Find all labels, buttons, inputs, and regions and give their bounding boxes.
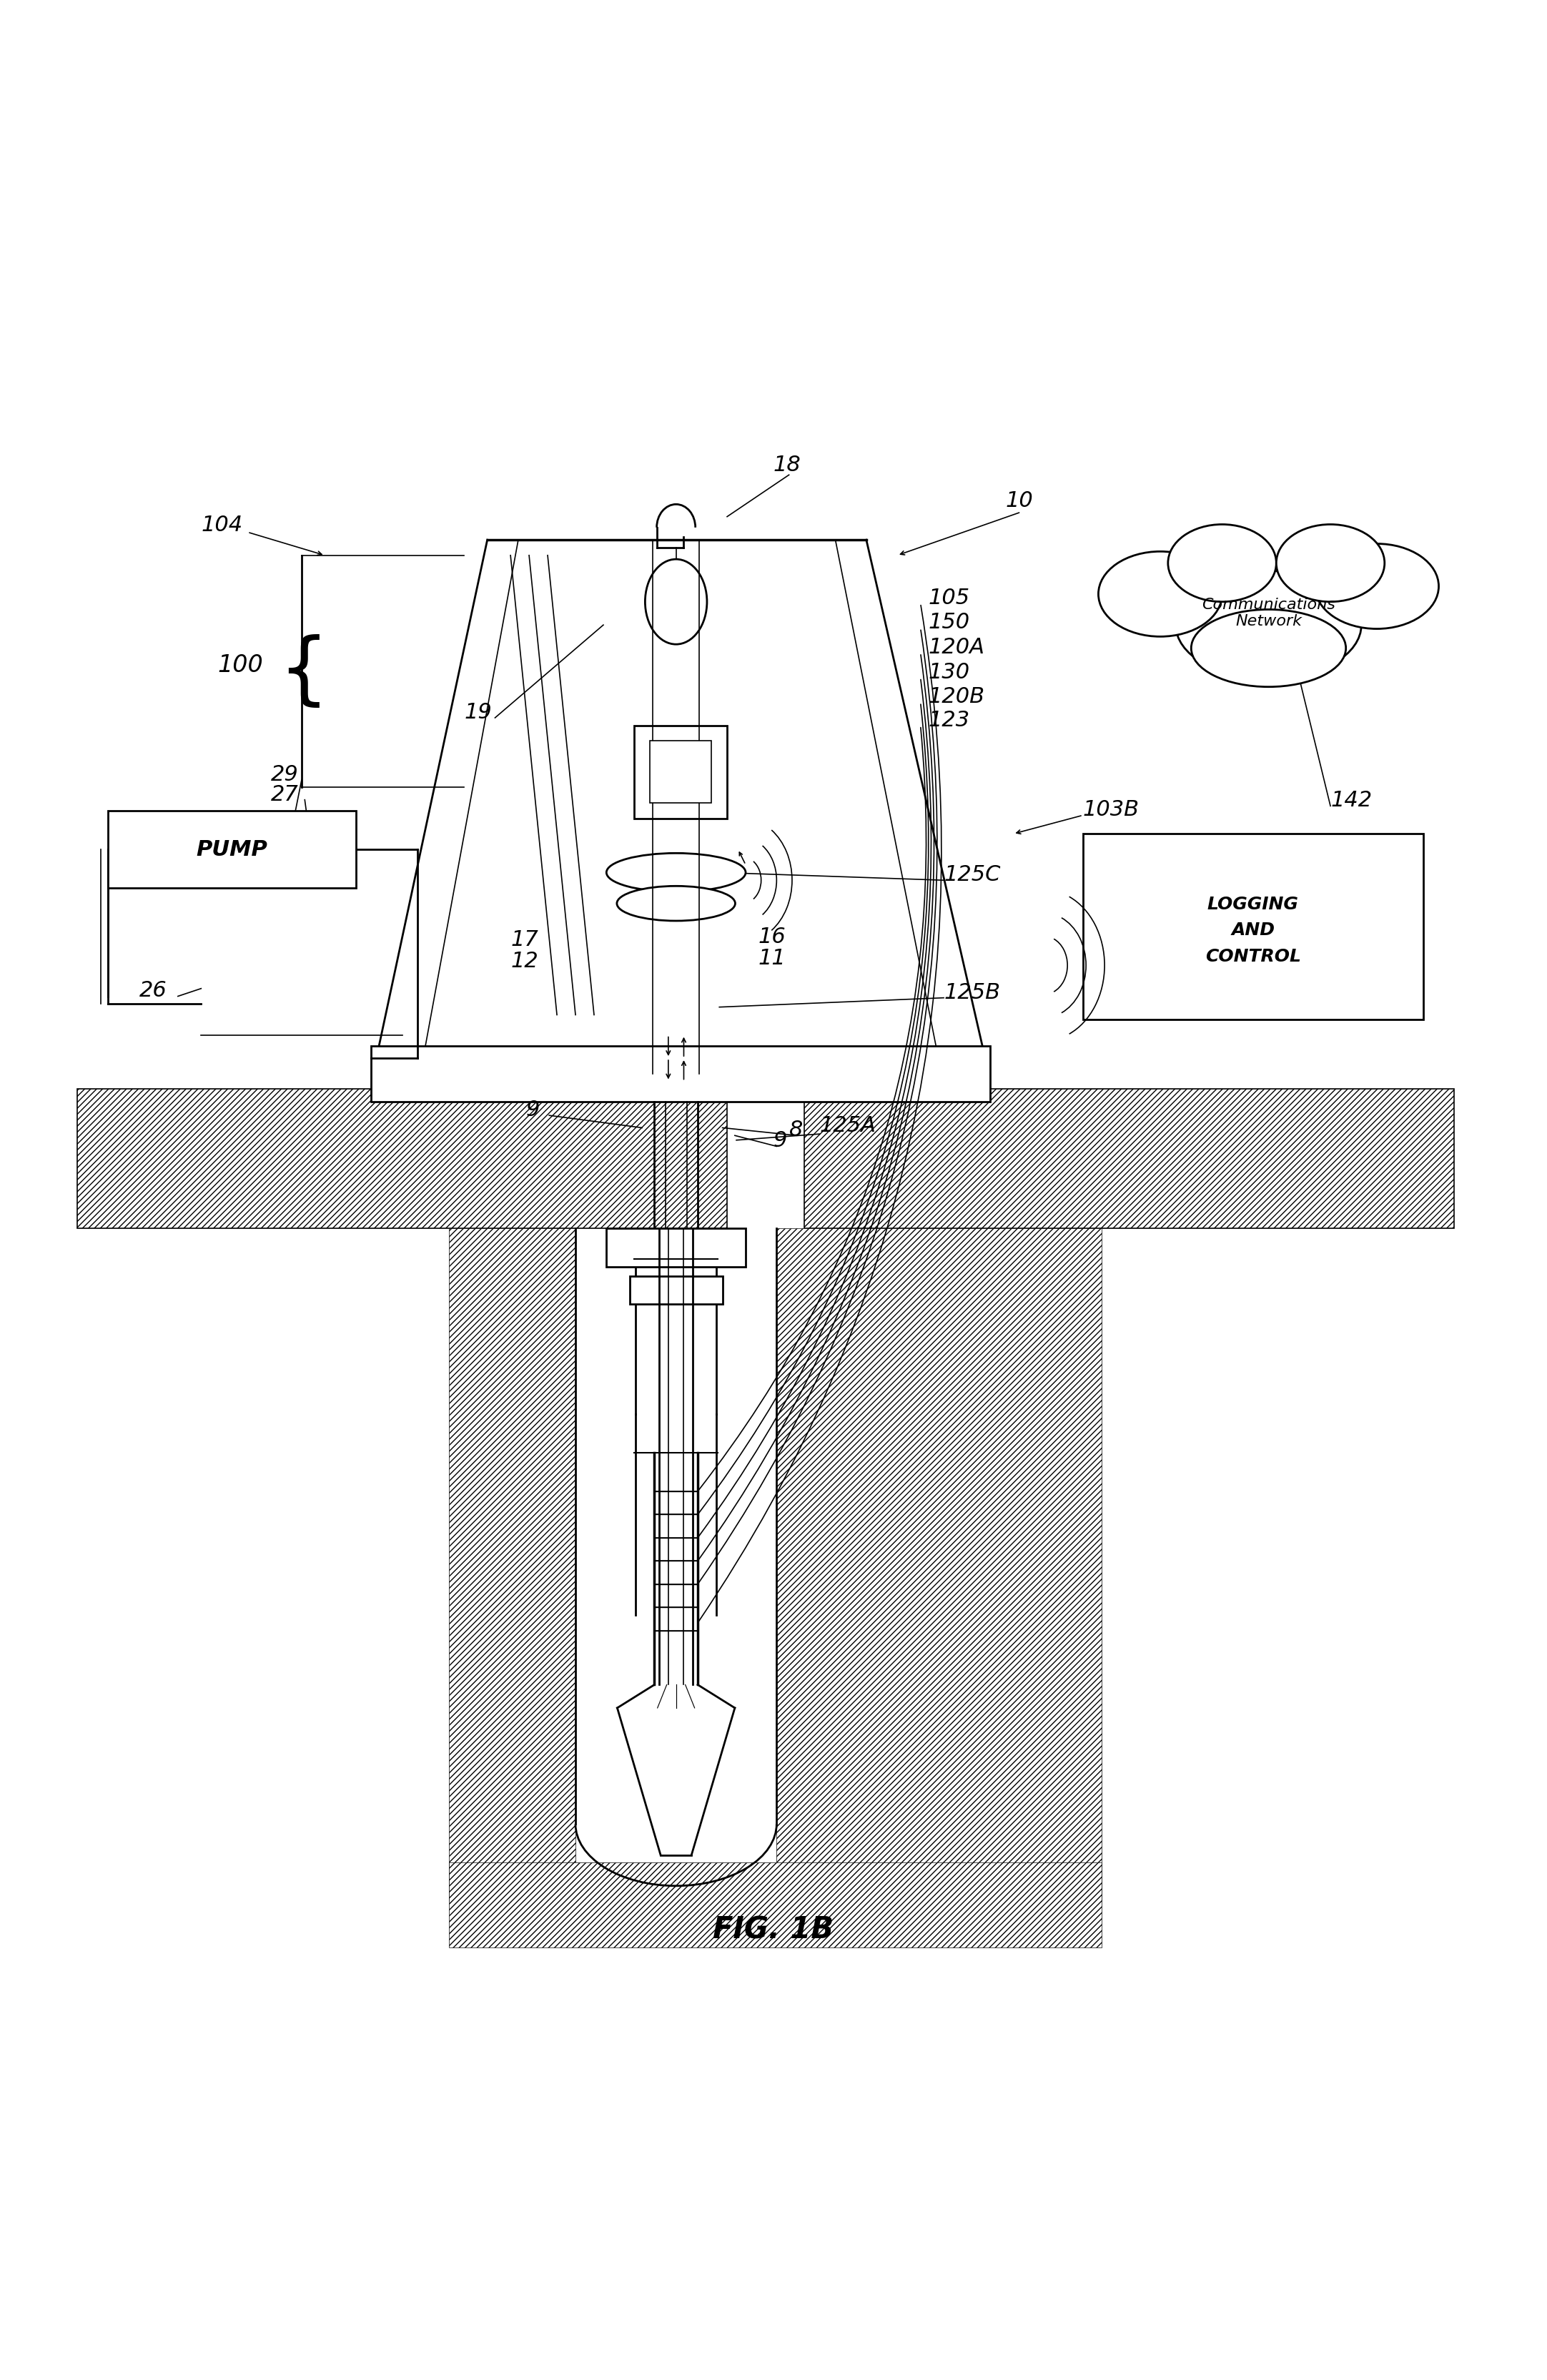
Text: FIG. 1B: FIG. 1B [713, 1914, 834, 1944]
FancyArrowPatch shape [739, 852, 744, 864]
Text: 105: 105 [928, 588, 970, 609]
Text: 120A: 120A [928, 638, 985, 657]
Bar [77, 1090, 727, 1228]
Ellipse shape [1168, 526, 1276, 602]
Text: AND: AND [1231, 921, 1275, 938]
Text: 16: 16 [758, 926, 786, 947]
Text: 120B: 120B [928, 685, 985, 707]
Bar [777, 1228, 1101, 1902]
Text: 9: 9 [774, 1130, 787, 1152]
Text: 11: 11 [758, 947, 786, 969]
Text: 123: 123 [928, 709, 970, 731]
Bar [449, 1864, 1101, 1947]
Text: 8: 8 [789, 1119, 803, 1140]
Text: 95: 95 [1191, 962, 1219, 983]
Bar [371, 1047, 990, 1102]
Text: Communications
Network: Communications Network [1202, 597, 1335, 628]
Text: 29: 29 [271, 764, 299, 785]
Ellipse shape [1176, 571, 1361, 681]
Text: 12: 12 [511, 952, 538, 971]
Text: 10: 10 [1006, 490, 1033, 512]
Text: 125A: 125A [820, 1114, 877, 1135]
Ellipse shape [645, 559, 707, 645]
Text: 18: 18 [774, 455, 801, 476]
Text: 27: 27 [271, 783, 299, 804]
Bar [650, 743, 712, 804]
Text: PUMP: PUMP [196, 840, 268, 859]
Bar [606, 1228, 746, 1266]
Text: 150: 150 [928, 612, 970, 633]
Text: 19: 19 [464, 702, 492, 724]
Ellipse shape [1098, 552, 1222, 638]
Ellipse shape [606, 854, 746, 892]
Text: 26: 26 [139, 981, 167, 1002]
Text: 142: 142 [1330, 790, 1372, 812]
Text: 125C: 125C [944, 864, 1001, 885]
Bar [449, 1228, 575, 1902]
Bar [1083, 835, 1423, 1021]
Ellipse shape [617, 885, 735, 921]
Text: 104: 104 [201, 514, 243, 536]
Bar [630, 1276, 722, 1304]
Text: 130: 130 [928, 662, 970, 683]
Text: 103B: 103B [1083, 800, 1140, 821]
Ellipse shape [1276, 526, 1385, 602]
Text: 125B: 125B [944, 983, 1001, 1002]
Ellipse shape [1191, 609, 1346, 688]
Text: 17: 17 [511, 928, 538, 950]
Text: 9: 9 [526, 1100, 540, 1121]
Bar [108, 812, 356, 888]
Bar [634, 726, 727, 819]
Ellipse shape [1315, 545, 1439, 628]
Text: CONTROL: CONTROL [1205, 947, 1301, 964]
Text: LOGGING: LOGGING [1207, 895, 1299, 912]
Text: {: { [278, 633, 330, 709]
Bar [804, 1090, 1454, 1228]
Text: 100: 100 [218, 652, 263, 676]
